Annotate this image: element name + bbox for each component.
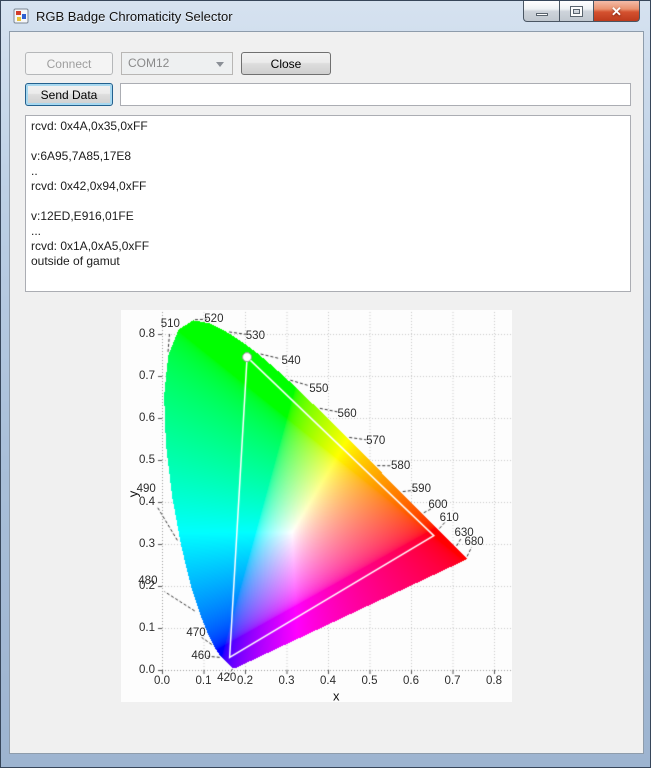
send-data-button[interactable]: Send Data <box>25 83 113 106</box>
close-icon: ✕ <box>611 3 622 19</box>
send-data-input[interactable] <box>120 83 631 106</box>
com-port-value: COM12 <box>128 56 170 70</box>
title-bar: RGB Badge Chromaticity Selector ✕ <box>1 1 650 31</box>
window-title: RGB Badge Chromaticity Selector <box>36 8 233 24</box>
maximize-icon <box>571 6 582 16</box>
chevron-down-icon <box>216 62 224 67</box>
cie-diagram-canvas[interactable] <box>121 310 512 702</box>
chromaticity-chart: 0.0 0.1 0.2 0.3 0.4 0.5 0.6 0.7 0.8 0.0 0.1 0.2 0.3 0… <box>121 310 512 704</box>
close-button[interactable]: Close <box>241 52 331 75</box>
minimize-button[interactable] <box>523 1 560 22</box>
close-window-button[interactable]: ✕ <box>593 1 640 22</box>
maximize-button[interactable] <box>560 1 593 22</box>
minimize-icon <box>535 12 548 16</box>
caption-buttons: ✕ <box>523 1 640 22</box>
client-area: Connect COM12 Close Send Data rcvd: 0x4A… <box>9 31 644 754</box>
app-icon <box>13 8 29 24</box>
com-port-select[interactable]: COM12 <box>121 52 233 75</box>
connect-button[interactable]: Connect <box>25 52 113 75</box>
log-output[interactable]: rcvd: 0x4A,0x35,0xFF v:6A95,7A85,17E8 ..… <box>25 115 631 292</box>
